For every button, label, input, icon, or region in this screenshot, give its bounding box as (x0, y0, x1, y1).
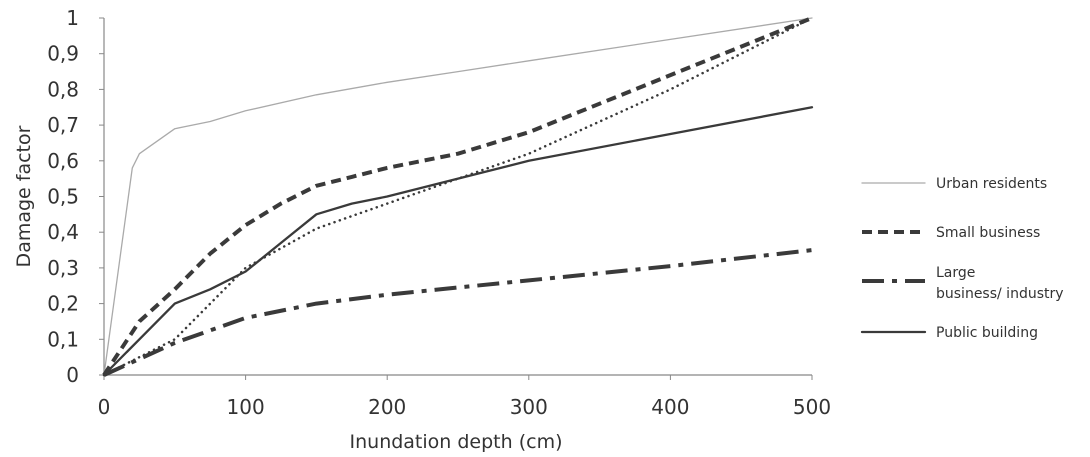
y-axis-title: Damage factor (13, 125, 35, 267)
legend: Urban residents Small business Large busine… (860, 176, 1064, 341)
legend-label: Public building (936, 325, 1038, 341)
x-tick-label: 200 (368, 395, 406, 419)
series-line-dashed (102, 16, 813, 377)
series-line-solid (102, 106, 814, 377)
series-line-dotted (102, 16, 814, 377)
x-axis-title: Inundation depth (cm) (350, 431, 563, 453)
y-tick-label: 1 (66, 6, 79, 30)
y-tick-label: 0,7 (47, 113, 79, 137)
y-tick-label: 0,6 (47, 149, 79, 173)
x-axis: 0 100 200 300 400 500 (98, 374, 831, 419)
y-tick-label: 0,3 (47, 256, 79, 280)
y-tick-label: 0,5 (47, 185, 79, 209)
y-tick-label: 0,2 (47, 292, 79, 316)
series-line-thin-solid (103, 17, 813, 376)
legend-label: Large business/ industry (936, 265, 1064, 302)
x-tick-label: 0 (98, 395, 111, 419)
series-lines (102, 16, 814, 377)
legend-label: Small business (936, 225, 1040, 241)
y-tick-label: 0,9 (47, 42, 79, 66)
y-tick-label: 0,1 (47, 327, 79, 351)
y-tick-label: 0,4 (47, 220, 79, 244)
x-tick-label: 500 (793, 395, 831, 419)
x-tick-label: 100 (227, 395, 265, 419)
legend-label: Urban residents (936, 176, 1047, 192)
x-tick-label: 300 (510, 395, 548, 419)
series-line-dash-dot (103, 248, 813, 377)
y-tick-label: 0 (66, 363, 79, 387)
x-tick-label: 400 (651, 395, 689, 419)
y-tick-label: 0,8 (47, 77, 79, 101)
y-axis: 0 0,1 0,2 0,3 0,4 0,5 0,6 0,7 0,8 0,9 1 (47, 6, 105, 387)
